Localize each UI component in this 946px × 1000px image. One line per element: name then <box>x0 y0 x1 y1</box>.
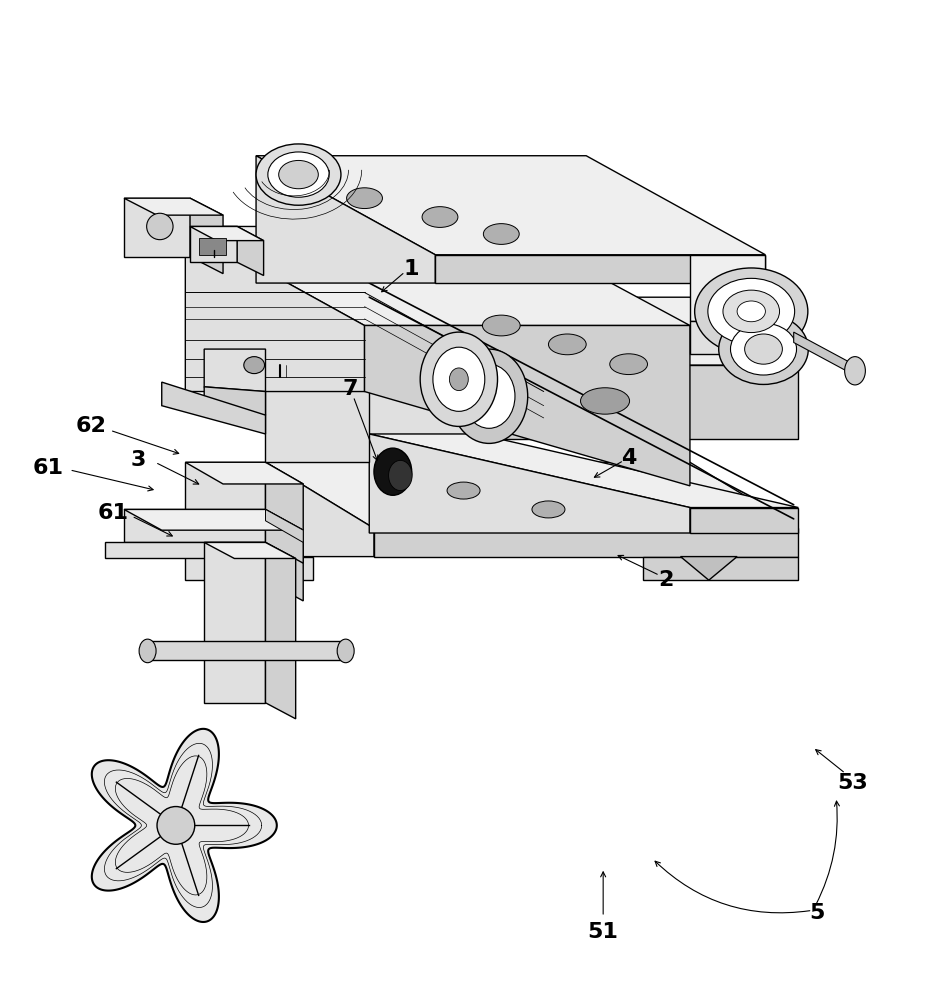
Ellipse shape <box>722 289 780 334</box>
Polygon shape <box>256 156 765 255</box>
Polygon shape <box>190 226 237 262</box>
Ellipse shape <box>447 482 480 499</box>
Ellipse shape <box>433 347 484 411</box>
Polygon shape <box>794 332 855 375</box>
Text: 61: 61 <box>97 503 129 523</box>
Text: 7: 7 <box>342 379 359 399</box>
Ellipse shape <box>581 388 630 414</box>
Text: 61: 61 <box>33 458 64 478</box>
Polygon shape <box>266 292 478 360</box>
Circle shape <box>157 807 195 844</box>
Ellipse shape <box>422 207 458 227</box>
Polygon shape <box>369 297 478 439</box>
Polygon shape <box>124 198 223 215</box>
Polygon shape <box>642 557 798 580</box>
Polygon shape <box>680 557 737 580</box>
Ellipse shape <box>483 224 519 244</box>
Polygon shape <box>256 156 435 283</box>
Polygon shape <box>185 226 690 326</box>
Ellipse shape <box>532 501 565 518</box>
Ellipse shape <box>279 160 318 189</box>
Ellipse shape <box>389 460 412 491</box>
Text: 3: 3 <box>131 450 146 470</box>
Polygon shape <box>124 509 266 542</box>
Polygon shape <box>124 509 304 530</box>
Polygon shape <box>266 462 798 528</box>
Polygon shape <box>690 321 765 354</box>
Polygon shape <box>124 198 190 257</box>
Polygon shape <box>266 509 304 542</box>
Polygon shape <box>266 462 374 557</box>
Ellipse shape <box>549 334 587 355</box>
Polygon shape <box>266 292 369 462</box>
Ellipse shape <box>346 188 382 209</box>
Polygon shape <box>690 508 798 533</box>
Polygon shape <box>266 542 296 719</box>
Polygon shape <box>204 542 266 703</box>
Polygon shape <box>478 365 798 439</box>
FancyArrowPatch shape <box>815 801 839 905</box>
Ellipse shape <box>708 278 795 344</box>
Polygon shape <box>185 462 266 580</box>
Ellipse shape <box>256 144 341 205</box>
Text: 62: 62 <box>76 416 107 436</box>
Polygon shape <box>162 382 266 434</box>
Polygon shape <box>369 434 690 533</box>
Polygon shape <box>204 542 296 558</box>
Ellipse shape <box>482 315 520 336</box>
Polygon shape <box>690 255 765 321</box>
Ellipse shape <box>374 448 412 495</box>
Polygon shape <box>435 255 765 283</box>
Polygon shape <box>148 641 345 660</box>
Polygon shape <box>204 349 266 392</box>
Ellipse shape <box>730 323 797 375</box>
Polygon shape <box>364 326 690 486</box>
Ellipse shape <box>713 282 789 341</box>
FancyArrowPatch shape <box>655 861 810 913</box>
Ellipse shape <box>244 357 265 374</box>
Polygon shape <box>190 226 264 241</box>
Ellipse shape <box>450 349 528 443</box>
Ellipse shape <box>139 639 156 663</box>
Polygon shape <box>374 528 798 557</box>
Ellipse shape <box>716 284 787 339</box>
Polygon shape <box>92 729 277 922</box>
Polygon shape <box>185 462 304 484</box>
Ellipse shape <box>740 303 762 320</box>
Polygon shape <box>204 387 266 415</box>
Text: 4: 4 <box>621 448 637 468</box>
Ellipse shape <box>610 354 647 375</box>
Ellipse shape <box>731 296 771 326</box>
Polygon shape <box>185 226 364 392</box>
Polygon shape <box>190 198 223 274</box>
Ellipse shape <box>337 639 354 663</box>
Ellipse shape <box>845 357 866 385</box>
Ellipse shape <box>420 332 498 426</box>
Text: 2: 2 <box>658 570 674 590</box>
Ellipse shape <box>268 152 329 197</box>
Polygon shape <box>237 226 264 276</box>
Text: 1: 1 <box>404 259 419 279</box>
Text: 53: 53 <box>837 773 867 793</box>
Ellipse shape <box>737 301 765 322</box>
Polygon shape <box>266 557 312 580</box>
Ellipse shape <box>464 364 515 428</box>
Polygon shape <box>200 238 226 255</box>
Text: 5: 5 <box>810 903 825 923</box>
Ellipse shape <box>745 334 782 364</box>
Polygon shape <box>266 462 304 601</box>
Polygon shape <box>369 434 798 508</box>
Ellipse shape <box>694 268 808 355</box>
Ellipse shape <box>723 290 780 333</box>
Ellipse shape <box>449 368 468 391</box>
Polygon shape <box>105 542 266 558</box>
Ellipse shape <box>147 213 173 240</box>
Polygon shape <box>266 509 304 563</box>
Text: 51: 51 <box>587 922 619 942</box>
Polygon shape <box>369 297 798 365</box>
Ellipse shape <box>719 314 808 384</box>
